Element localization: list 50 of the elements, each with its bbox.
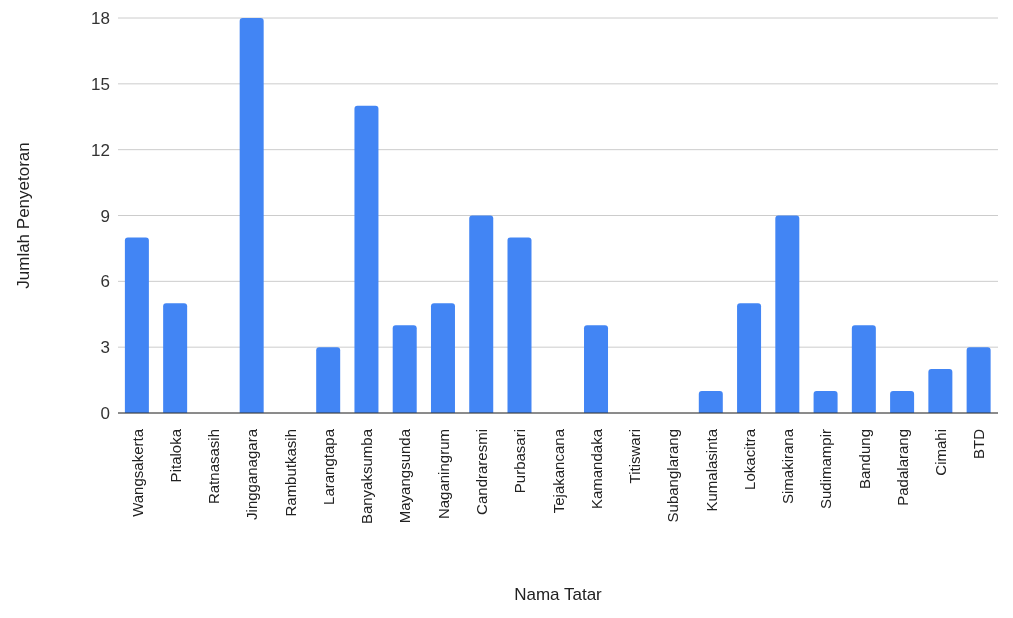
- x-tick-label: Wangsakerta: [128, 428, 146, 517]
- x-tick-label: Sudimampir: [817, 429, 835, 510]
- bar: [392, 325, 417, 413]
- x-tick-label: Rambutkasih: [281, 429, 299, 517]
- x-axis-title: Nama Tatar: [514, 585, 603, 604]
- bar: [354, 105, 379, 413]
- bar: [430, 303, 455, 413]
- bar: [775, 215, 800, 413]
- bar: [469, 215, 494, 413]
- y-tick-label: 18: [91, 9, 110, 29]
- y-tick-label: 12: [91, 140, 110, 160]
- x-tick-label: Kamandaka: [587, 428, 605, 510]
- y-tick-label: 0: [100, 404, 110, 424]
- x-tick-label: Kumalasinta: [702, 428, 720, 512]
- x-tick-label: Mayangsunda: [396, 428, 414, 524]
- bar: [163, 303, 188, 413]
- x-tick-label: Banyaksumba: [358, 428, 376, 525]
- bar: [698, 391, 723, 413]
- y-tick-label: 9: [100, 206, 110, 226]
- x-tick-label: Purbasari: [511, 429, 529, 494]
- x-tick-label: Naganingrum: [434, 429, 452, 520]
- x-tick-label: Cimahi: [932, 429, 950, 476]
- x-tick-label: Candraresmi: [472, 429, 490, 515]
- y-tick-label: 3: [100, 338, 110, 358]
- x-tick-label: Bandung: [855, 429, 873, 490]
- x-tick-label: Jingganagara: [243, 428, 261, 520]
- x-tick-label: BTD: [970, 428, 988, 459]
- bar: [737, 303, 762, 413]
- bar: [124, 237, 149, 413]
- x-tick-label: Simakirana: [779, 428, 797, 505]
- x-tick-label: Lokacitra: [740, 428, 758, 490]
- y-axis-title: Jumlah Penyetoran: [14, 142, 34, 289]
- bar: [239, 18, 264, 413]
- bar: [813, 391, 838, 413]
- bar: [890, 391, 915, 413]
- bar: [851, 325, 876, 413]
- bar: [928, 369, 953, 413]
- x-tick-label: Tejakancana: [549, 428, 567, 514]
- x-tick-label: Titiswari: [626, 429, 644, 484]
- bar: [584, 325, 609, 413]
- x-tick-label: Ratnasasih: [205, 429, 223, 505]
- y-tick-label: 15: [91, 74, 110, 94]
- y-tick-label: 6: [100, 272, 110, 292]
- bar: [507, 237, 532, 413]
- x-tick-label: Subanglarang: [664, 429, 682, 523]
- x-tick-label: Larangtapa: [319, 428, 337, 505]
- bar: [316, 347, 341, 413]
- x-tick-label: Padalarang: [893, 429, 911, 506]
- bar: [966, 347, 991, 413]
- x-tick-label: Pitaloka: [166, 428, 184, 483]
